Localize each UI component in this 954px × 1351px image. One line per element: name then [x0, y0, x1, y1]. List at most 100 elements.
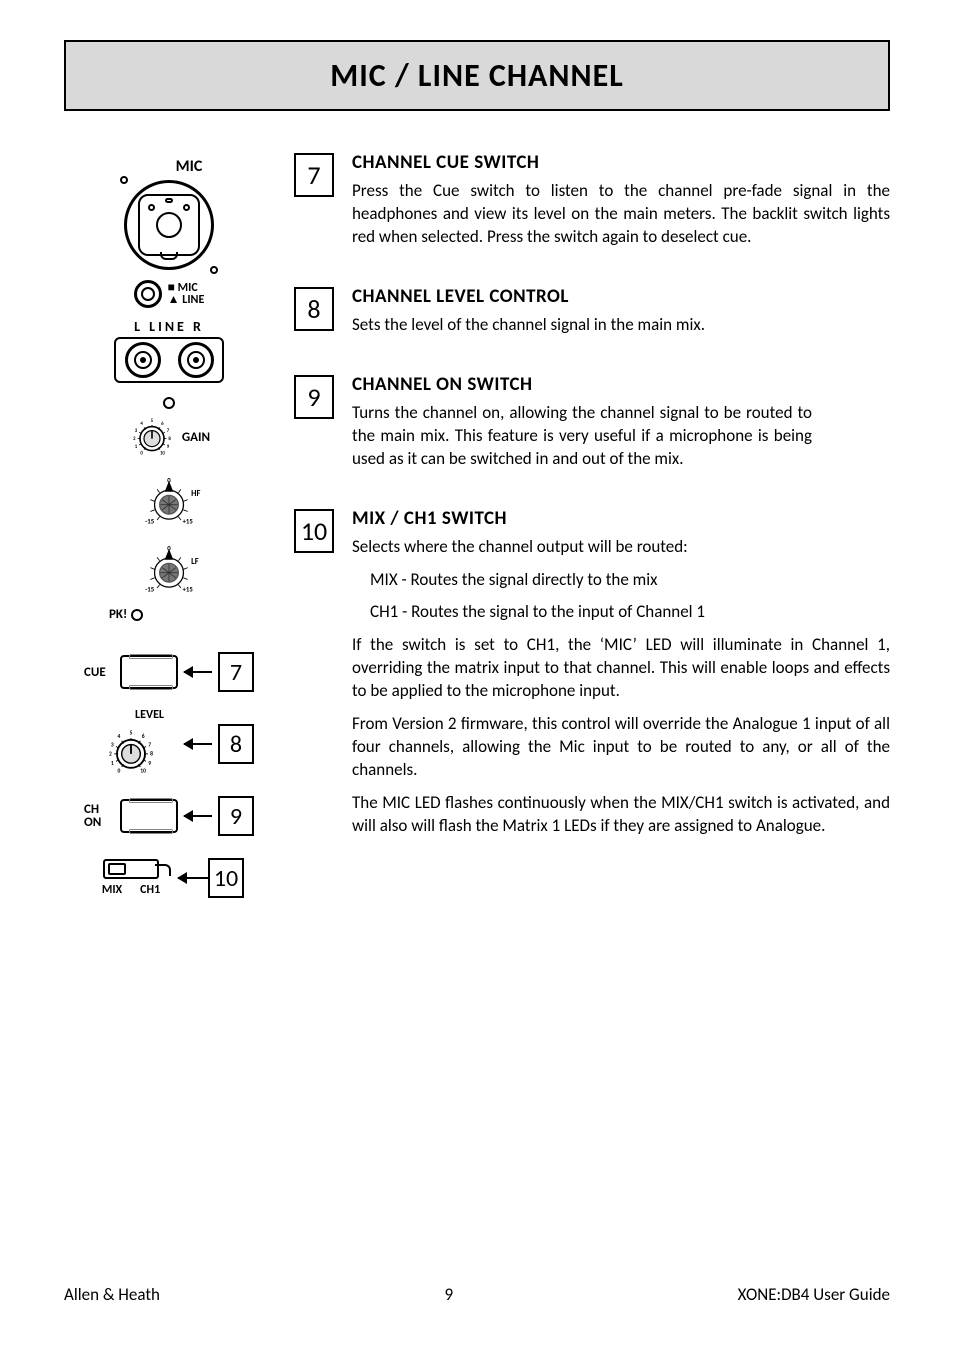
- section-heading: CHANNEL LEVEL CONTROL: [352, 285, 890, 308]
- svg-text:9: 9: [148, 760, 151, 767]
- footer-right: XONE:DB4 User Guide: [738, 1284, 890, 1305]
- svg-text:LF: LF: [191, 557, 199, 567]
- svg-text:7: 7: [148, 741, 151, 748]
- button-callout-group: CUE 7 LEVEL: [84, 652, 254, 898]
- arrow-icon: [184, 815, 212, 817]
- svg-text:+15: +15: [183, 517, 194, 525]
- channel-strip-diagram: MIC ■ MIC ▲ LINE: [64, 157, 274, 898]
- svg-text:HF: HF: [191, 489, 200, 499]
- peak-indicator-row: PK!: [109, 607, 229, 622]
- footer-left: Allen & Heath: [64, 1284, 160, 1305]
- line-jack-right-icon: [178, 342, 214, 378]
- svg-text:1: 1: [111, 760, 114, 767]
- section-mix-ch1-switch: 10 MIX / CH1 SWITCH Selects where the ch…: [294, 507, 890, 838]
- line-jack-left-icon: [125, 342, 161, 378]
- page-title: MIC / LINE CHANNEL: [74, 56, 880, 95]
- level-label: LEVEL: [135, 708, 164, 722]
- signal-led-icon: [163, 397, 175, 409]
- pki-label: PK!: [109, 607, 127, 622]
- svg-text:2: 2: [133, 436, 136, 442]
- svg-text:7: 7: [167, 428, 170, 434]
- ch-on-button-icon: [120, 799, 178, 833]
- level-knob-icon: 01 2 34 5 67 8 910: [103, 724, 159, 780]
- push-button-icon: [134, 280, 162, 308]
- mix-ch1-labels: MIX CH1: [102, 883, 160, 897]
- gain-knob-icon: 01 2 34 5 67 8 910: [128, 413, 176, 461]
- svg-text:10: 10: [160, 451, 165, 457]
- section-paragraph: If the switch is set to CH1, the ‘MIC’ L…: [352, 634, 890, 703]
- svg-text:10: 10: [140, 768, 146, 775]
- svg-text:3: 3: [111, 741, 114, 748]
- svg-text:4: 4: [140, 421, 143, 427]
- section-paragraph: Sets the level of the channel signal in …: [352, 314, 890, 337]
- arrow-icon: [184, 671, 212, 673]
- mic-connector-label: MIC: [176, 157, 203, 176]
- svg-text:0: 0: [167, 477, 171, 485]
- section-body: CHANNEL CUE SWITCH Press the Cue switch …: [352, 151, 890, 249]
- section-body: CHANNEL LEVEL CONTROL Sets the level of …: [352, 285, 890, 337]
- pki-led-icon: [131, 609, 143, 621]
- svg-text:1: 1: [135, 444, 138, 450]
- arrow-icon: [184, 743, 212, 745]
- section-heading: MIX / CH1 SWITCH: [352, 507, 890, 530]
- svg-text:-15: -15: [145, 517, 155, 525]
- text-column: 7 CHANNEL CUE SWITCH Press the Cue switc…: [274, 151, 890, 874]
- diagram-column: MIC ■ MIC ▲ LINE: [64, 151, 274, 898]
- svg-text:6: 6: [142, 733, 145, 740]
- svg-text:5: 5: [151, 418, 154, 424]
- mic-line-labels: ■ MIC ▲ LINE: [168, 282, 205, 306]
- callout-box-10: 10: [208, 858, 244, 898]
- svg-text:8: 8: [168, 436, 171, 442]
- svg-text:4: 4: [117, 733, 120, 740]
- section-number-box: 10: [294, 509, 334, 553]
- section-cue-switch: 7 CHANNEL CUE SWITCH Press the Cue switc…: [294, 151, 890, 249]
- gain-label: GAIN: [182, 430, 210, 445]
- svg-text:6: 6: [161, 421, 164, 427]
- page: MIC / LINE CHANNEL MIC: [0, 0, 954, 1351]
- svg-text:2: 2: [109, 751, 112, 758]
- section-paragraph: From Version 2 firmware, this control wi…: [352, 713, 890, 782]
- section-body: CHANNEL ON SWITCH Turns the channel on, …: [352, 373, 812, 471]
- ch-on-label: CH ON: [84, 803, 120, 829]
- section-body: MIX / CH1 SWITCH Selects where the chann…: [352, 507, 890, 838]
- section-paragraph: Press the Cue switch to listen to the ch…: [352, 180, 890, 249]
- title-bar: MIC / LINE CHANNEL: [64, 40, 890, 111]
- hf-eq-knob-icon: 0 -15 +15 HF: [135, 473, 203, 533]
- section-heading: CHANNEL CUE SWITCH: [352, 151, 890, 174]
- arrow-icon: [178, 877, 208, 879]
- section-heading: CHANNEL ON SWITCH: [352, 373, 812, 396]
- mic-combo-jack-icon: [124, 180, 214, 270]
- cue-label: CUE: [84, 666, 120, 679]
- section-number-box: 8: [294, 287, 334, 331]
- section-number-box: 9: [294, 375, 334, 419]
- line-input-header: L LINE R: [134, 318, 204, 335]
- svg-text:5: 5: [130, 729, 133, 736]
- svg-text:0: 0: [140, 451, 143, 457]
- section-paragraph: MIX - Routes the signal directly to the …: [352, 569, 890, 592]
- mix-ch1-switch-row: MIX CH1 10: [84, 858, 254, 898]
- gain-knob-row: 01 2 34 5 67 8 910: [109, 413, 229, 461]
- lf-eq-knob-icon: 0 -15 +15 LF: [135, 541, 203, 601]
- svg-text:3: 3: [135, 428, 138, 434]
- cue-button-icon: [120, 655, 178, 689]
- svg-text:-15: -15: [145, 585, 155, 593]
- section-paragraph: Selects where the channel output will be…: [352, 536, 890, 559]
- svg-text:0: 0: [117, 768, 120, 775]
- ch-on-button-row: CH ON 9: [84, 796, 254, 836]
- section-on-switch: 9 CHANNEL ON SWITCH Turns the channel on…: [294, 373, 890, 471]
- page-footer: Allen & Heath 9 XONE:DB4 User Guide: [64, 1284, 890, 1305]
- svg-text:9: 9: [167, 444, 170, 450]
- svg-text:8: 8: [150, 751, 153, 758]
- callout-box-9: 9: [218, 796, 254, 836]
- content: MIC ■ MIC ▲ LINE: [64, 151, 890, 898]
- section-paragraph: The MIC LED flashes continuously when th…: [352, 792, 890, 838]
- section-paragraph: CH1 - Routes the signal to the input of …: [352, 601, 890, 624]
- line-dual-jack-icon: [114, 337, 224, 383]
- mic-line-push-switch: ■ MIC ▲ LINE: [134, 280, 205, 308]
- section-level-control: 8 CHANNEL LEVEL CONTROL Sets the level o…: [294, 285, 890, 337]
- footer-page-number: 9: [445, 1284, 454, 1305]
- callout-box-7: 7: [218, 652, 254, 692]
- section-paragraph: Turns the channel on, allowing the chann…: [352, 402, 812, 471]
- svg-text:+15: +15: [183, 585, 194, 593]
- svg-text:0: 0: [167, 545, 171, 553]
